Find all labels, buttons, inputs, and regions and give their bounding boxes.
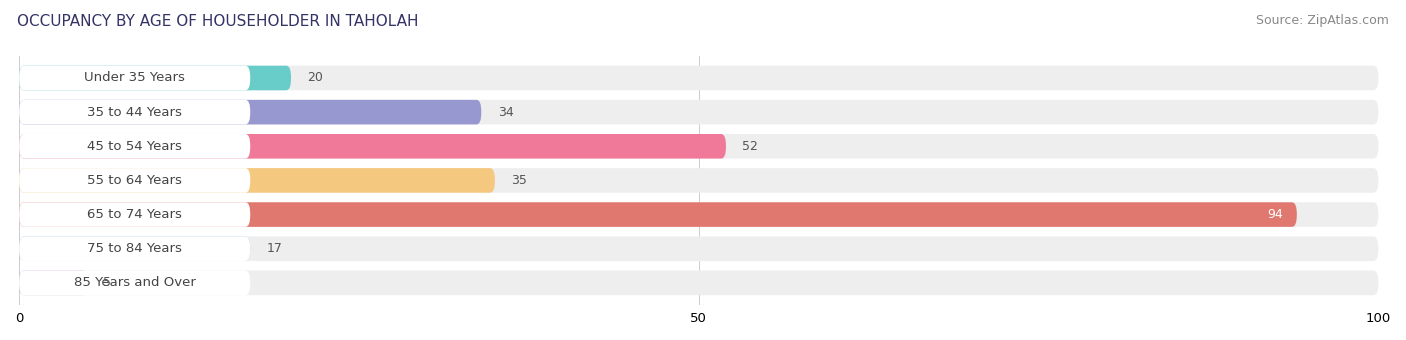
- FancyBboxPatch shape: [20, 134, 250, 158]
- FancyBboxPatch shape: [20, 202, 1378, 227]
- FancyBboxPatch shape: [20, 168, 1378, 193]
- Text: 52: 52: [742, 140, 758, 153]
- FancyBboxPatch shape: [20, 168, 495, 193]
- Text: 5: 5: [104, 276, 111, 289]
- FancyBboxPatch shape: [20, 66, 250, 90]
- FancyBboxPatch shape: [20, 66, 291, 90]
- Text: 20: 20: [308, 71, 323, 85]
- Text: 75 to 84 Years: 75 to 84 Years: [87, 242, 183, 255]
- FancyBboxPatch shape: [20, 271, 1378, 295]
- Text: 17: 17: [267, 242, 283, 255]
- Text: 34: 34: [498, 106, 513, 119]
- Text: 85 Years and Over: 85 Years and Over: [73, 276, 195, 289]
- FancyBboxPatch shape: [20, 100, 1378, 124]
- Text: 55 to 64 Years: 55 to 64 Years: [87, 174, 183, 187]
- FancyBboxPatch shape: [20, 202, 1296, 227]
- Text: Under 35 Years: Under 35 Years: [84, 71, 186, 85]
- FancyBboxPatch shape: [20, 66, 1378, 90]
- FancyBboxPatch shape: [20, 134, 725, 158]
- Text: Source: ZipAtlas.com: Source: ZipAtlas.com: [1256, 14, 1389, 27]
- FancyBboxPatch shape: [20, 236, 250, 261]
- Text: 65 to 74 Years: 65 to 74 Years: [87, 208, 183, 221]
- FancyBboxPatch shape: [20, 236, 1378, 261]
- Text: 35 to 44 Years: 35 to 44 Years: [87, 106, 183, 119]
- FancyBboxPatch shape: [20, 100, 481, 124]
- Text: 94: 94: [1267, 208, 1284, 221]
- FancyBboxPatch shape: [20, 134, 1378, 158]
- Text: OCCUPANCY BY AGE OF HOUSEHOLDER IN TAHOLAH: OCCUPANCY BY AGE OF HOUSEHOLDER IN TAHOL…: [17, 14, 419, 29]
- FancyBboxPatch shape: [20, 271, 250, 295]
- FancyBboxPatch shape: [20, 271, 87, 295]
- FancyBboxPatch shape: [20, 168, 250, 193]
- Text: 35: 35: [512, 174, 527, 187]
- FancyBboxPatch shape: [20, 202, 250, 227]
- FancyBboxPatch shape: [20, 100, 250, 124]
- FancyBboxPatch shape: [20, 236, 250, 261]
- Text: 45 to 54 Years: 45 to 54 Years: [87, 140, 183, 153]
